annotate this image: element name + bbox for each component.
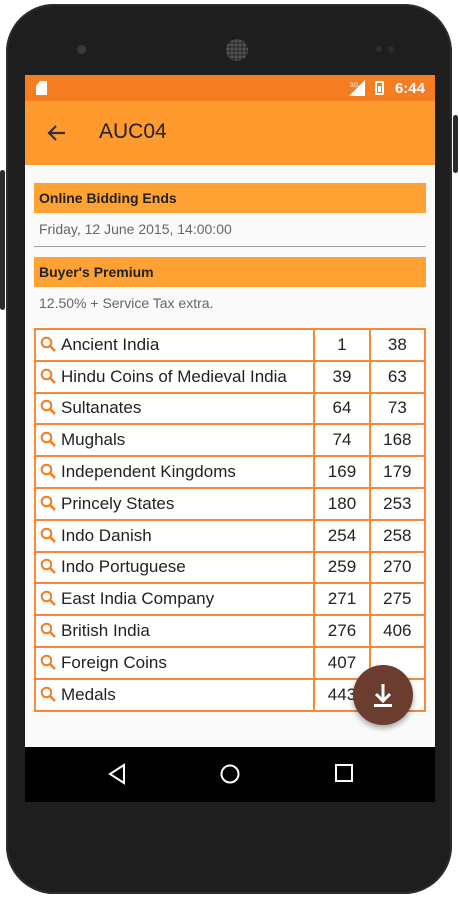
category-name: Medals [61,684,116,704]
online-bidding-header: Online Bidding Ends [34,183,426,213]
category-name: Mughals [61,430,126,450]
category-cell[interactable]: East India Company [33,582,316,617]
nav-home-icon[interactable] [219,763,241,785]
lot-to: 168 [368,423,427,458]
category-cell[interactable]: Sultanates [33,391,316,426]
category-name: Indo Danish [61,525,152,545]
volume-button [0,170,5,310]
table-row[interactable]: Indo Portuguese 259 270 [33,550,427,585]
category-cell[interactable]: Mughals [33,423,316,458]
table-row[interactable]: British India 276 406 [33,614,427,648]
lot-from: 64 [313,391,371,426]
lot-from: 169 [313,455,371,489]
lot-from: 276 [313,614,371,648]
navigation-bar [25,747,435,802]
category-table: Ancient India 1 38 Hindu Coins of Medieval … [33,328,427,712]
search-icon [40,400,56,416]
category-cell[interactable]: Foreign Coins [33,645,316,680]
nav-recents-icon[interactable] [334,763,354,783]
table-row[interactable]: Princely States 180 253 [33,486,427,521]
category-name: Foreign Coins [61,652,167,672]
category-name: Indo Portuguese [61,557,186,577]
table-row[interactable]: Mughals 74 168 [33,423,427,458]
search-icon [40,368,56,384]
lot-to: 275 [368,582,427,617]
lot-to: 38 [368,328,427,362]
nav-back-icon[interactable] [107,763,127,785]
search-icon [40,686,56,702]
page-title: AUC04 [99,120,167,143]
online-bidding-value: Friday, 12 June 2015, 14:00:00 [34,213,426,247]
category-name: Sultanates [61,398,142,418]
search-icon [40,622,56,638]
search-icon [40,654,56,670]
lot-from: 180 [313,486,371,521]
search-icon [40,336,56,352]
lot-from: 254 [313,518,371,553]
table-row[interactable]: Hindu Coins of Medieval India 39 63 [33,359,427,394]
search-icon [40,431,56,448]
status-bar: 3G 6:44 [25,75,435,101]
back-button[interactable] [41,117,73,149]
table-row[interactable]: Sultanates 64 73 [33,391,427,426]
category-name: British India [61,621,150,641]
lot-from: 1 [313,328,371,362]
lot-to: 63 [368,359,427,394]
table-row[interactable]: East India Company 271 275 [33,582,427,617]
lot-to: 253 [368,486,427,521]
network-type-label: 3G [350,83,358,89]
category-cell[interactable]: Hindu Coins of Medieval India [33,359,316,394]
category-name: Hindu Coins of Medieval India [61,366,287,386]
table-row[interactable]: Independent Kingdoms 169 179 [33,455,427,489]
table-row[interactable]: Foreign Coins 407 [33,645,427,680]
lot-to: 73 [368,391,427,426]
lot-from: 39 [313,359,371,394]
sensor [376,46,382,52]
lot-to: 406 [368,614,427,648]
search-icon [40,463,56,479]
sim-card-icon [36,81,47,95]
buyers-premium-header: Buyer's Premium [34,257,426,287]
search-icon [40,590,56,607]
category-cell[interactable]: Indo Portuguese [33,550,316,585]
table-row[interactable]: Indo Danish 254 258 [33,518,427,553]
app-bar: AUC04 [25,101,435,165]
signal-icon: 3G [349,80,365,96]
search-icon [40,527,56,543]
category-name: Ancient India [61,334,160,354]
sensor [388,46,394,52]
category-cell[interactable]: Indo Danish [33,518,316,553]
search-icon [40,495,56,511]
front-camera [77,45,86,54]
arrow-back-icon [47,125,65,141]
lot-from: 74 [313,423,371,458]
category-name: Independent Kingdoms [61,462,236,482]
category-name: Princely States [61,493,175,513]
category-cell[interactable]: Independent Kingdoms [33,455,316,489]
table-viewport: Ancient India 1 38 Hindu Coins of Medieval … [25,75,435,747]
clock: 6:44 [394,80,425,97]
lot-to: 179 [368,455,427,489]
lot-to: 258 [368,518,427,553]
category-cell[interactable]: Medals [33,677,316,712]
download-button[interactable] [353,665,413,725]
table-row[interactable]: Ancient India 1 38 [33,328,427,362]
battery-icon [375,81,384,95]
power-button [453,115,458,173]
speaker-grille [226,39,248,61]
category-cell[interactable]: Princely States [33,486,316,521]
search-icon [40,559,56,575]
category-name: East India Company [61,589,215,609]
lot-from: 259 [313,550,371,585]
lot-to: 270 [368,550,427,585]
category-cell[interactable]: Ancient India [33,328,316,362]
category-cell[interactable]: British India [33,614,316,648]
lot-from: 271 [313,582,371,617]
download-icon [374,684,392,707]
buyers-premium-value: 12.50% + Service Tax extra. [39,295,214,311]
